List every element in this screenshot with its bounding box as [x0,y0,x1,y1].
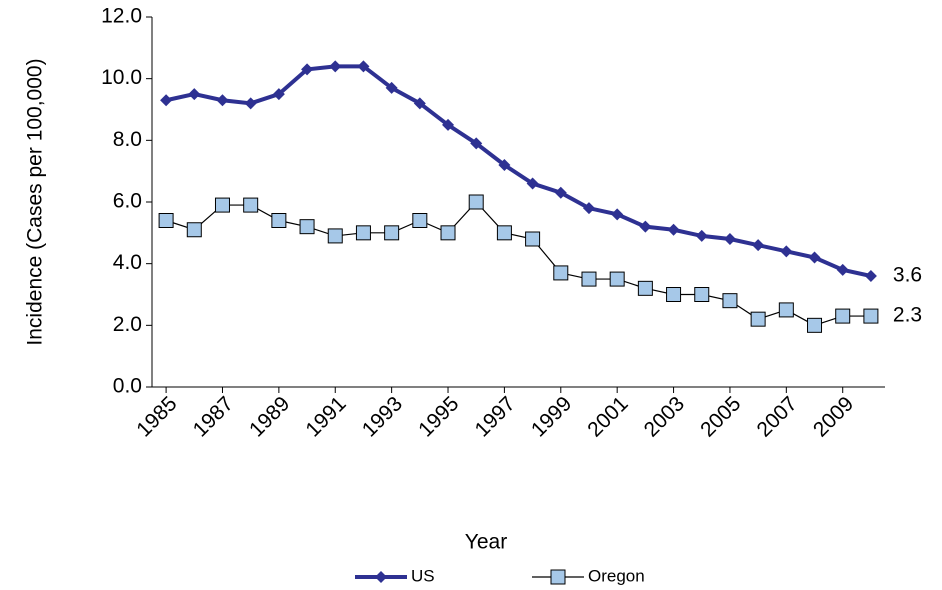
y-tick-label: 2.0 [113,313,142,336]
x-tick-label: 2005 [696,392,745,441]
y-tick-label: 8.0 [113,128,142,151]
marker [808,251,821,264]
y-tick-label: 10.0 [101,66,142,89]
marker [299,219,315,235]
marker [186,222,202,238]
marker [160,94,173,107]
x-tick-label: 2001 [583,392,632,441]
y-axis-label: Incidence (Cases per 100,000) [24,58,47,345]
marker [355,225,371,241]
x-tick-label: 1987 [189,392,238,441]
legend-label: US [411,566,435,585]
marker [496,225,512,241]
x-tick-label: 1991 [301,392,350,441]
marker [750,311,766,327]
marker [609,271,625,287]
marker [357,60,370,73]
marker [271,213,287,228]
marker [752,239,765,252]
x-tick-label: 2009 [809,392,858,441]
marker [412,213,428,228]
marker [385,81,398,94]
marker [327,228,343,244]
marker [553,265,569,281]
marker [694,287,710,302]
x-tick-label: 2003 [640,392,689,441]
marker [836,263,849,276]
legend-swatch [375,571,387,583]
marker [780,245,793,258]
marker [468,194,484,210]
marker [864,270,877,282]
x-tick-label: 1989 [245,392,294,441]
x-tick-label: 2007 [752,392,801,441]
marker [554,186,567,199]
marker [243,197,259,213]
marker [158,213,174,228]
marker [384,225,400,241]
marker [214,197,230,213]
marker [778,302,794,318]
marker [695,229,708,242]
x-tick-label: 1985 [132,392,181,441]
marker [637,280,653,296]
x-tick-label: 1995 [414,392,463,441]
marker [244,97,257,110]
x-tick-label: 1993 [358,392,407,441]
marker [470,137,483,150]
marker [667,223,680,236]
marker [722,293,738,309]
marker [329,60,342,73]
marker [582,202,595,215]
marker [835,308,851,324]
marker [666,287,682,302]
marker [413,97,426,110]
marker [526,177,539,190]
marker [611,208,624,221]
legend-label: Oregon [588,566,645,585]
marker [639,220,652,233]
y-tick-label: 0.0 [113,375,142,398]
marker [440,225,456,241]
x-tick-label: 1997 [471,392,520,441]
x-tick-label: 1999 [527,392,576,441]
y-tick-label: 4.0 [113,251,142,274]
marker [498,159,511,171]
marker [272,88,285,101]
marker [216,94,229,107]
marker [525,231,541,247]
marker [723,233,736,245]
legend-item: US [355,566,435,585]
marker [188,88,201,101]
legend-item: Oregon [532,566,645,585]
data-label: 3.6 [893,264,922,287]
y-tick-label: 12.0 [101,5,142,28]
marker [442,118,455,131]
marker [807,317,823,333]
legend-swatch [550,569,566,585]
data-label: 2.3 [893,304,922,327]
marker [301,63,314,76]
marker [863,308,879,324]
series-line [165,64,872,278]
marker [581,271,597,287]
x-axis-label: Year [465,531,507,554]
y-tick-label: 6.0 [113,190,142,213]
